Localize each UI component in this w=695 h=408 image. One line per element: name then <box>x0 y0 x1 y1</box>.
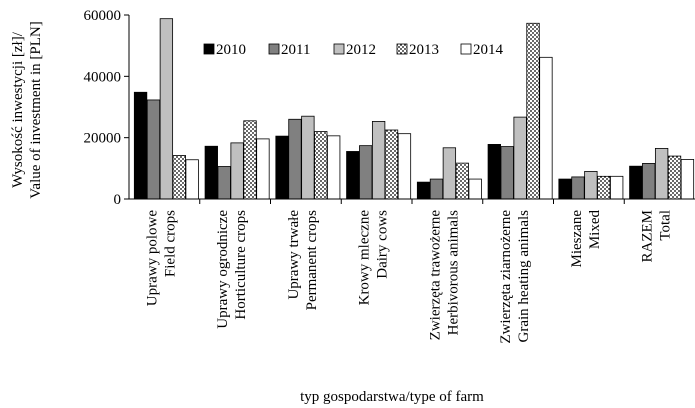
bar-2012-cat-6 <box>513 116 527 200</box>
x-category-label: Permanent crops <box>304 210 320 311</box>
bar-2012-cat-3 <box>301 115 315 200</box>
bar-2012-cat-2 <box>230 142 244 200</box>
bar-2014-cat-3 <box>327 135 341 200</box>
legend-label-2014: 2014 <box>473 42 504 58</box>
bar-2011-cat-1 <box>146 99 161 200</box>
legend-swatch-2011 <box>268 43 280 55</box>
x-axis-labels: Uprawy polowe Field crops Uprawy ogrodnicz… <box>144 210 673 344</box>
y-tick-label: 40000 <box>84 69 122 85</box>
bar-2011-cat-4 <box>359 145 373 200</box>
y-axis-title-line-2: Value of investment in [PLN] <box>28 21 44 198</box>
x-category-label: Horticulture crops <box>233 210 249 320</box>
x-category-label: RAZEM <box>640 210 656 263</box>
x-category-label: Zwierzęta trawożerne <box>427 210 443 341</box>
bar-2011-cat-3 <box>288 118 302 200</box>
bar-2011-cat-8 <box>642 163 656 200</box>
x-category-label: Krowy mleczne <box>357 210 373 306</box>
bar-2010-cat-7 <box>558 178 572 200</box>
bar-2010-cat-2 <box>204 145 218 200</box>
x-category-label: Herbivorous animals <box>445 210 461 336</box>
y-tick-label: 0 <box>114 192 122 208</box>
bar-2013-cat-1 <box>172 155 186 200</box>
x-category-label: Uprawy polowe <box>144 210 160 307</box>
legend-label-2010: 2010 <box>216 42 246 58</box>
bar-2011-cat-6 <box>500 146 514 200</box>
x-category-label: Total <box>658 210 674 241</box>
x-category-label: Uprawy ogrodnicze <box>215 210 231 329</box>
bar-2012-cat-7 <box>584 170 598 200</box>
bar-2013-cat-8 <box>667 155 682 200</box>
legend-label-2011: 2011 <box>281 42 310 58</box>
bar-2010-cat-5 <box>416 181 431 200</box>
legend-label-2013: 2013 <box>409 42 439 58</box>
bar-2014-cat-2 <box>256 138 270 200</box>
bar-2010-cat-8 <box>629 165 643 200</box>
bar-2013-cat-4 <box>384 129 399 200</box>
x-category-label: Field crops <box>162 210 178 277</box>
legend-swatch-2013 <box>396 43 408 55</box>
x-category-label: Grain heating animals <box>516 210 532 343</box>
bar-2014-cat-6 <box>539 56 553 200</box>
legend: 2010 2011 2012 2013 2014 <box>203 42 504 58</box>
bar-2013-cat-7 <box>597 175 611 200</box>
y-axis-title-line-1: Wysokość inwestycji [zł]/ <box>10 31 26 188</box>
bar-2013-cat-2 <box>243 120 257 200</box>
legend-swatch-2014 <box>460 43 472 55</box>
legend-label-2012: 2012 <box>346 42 376 58</box>
x-category-label: Mieszane <box>569 210 585 268</box>
bar-2014-cat-8 <box>680 159 695 200</box>
bar-2011-cat-2 <box>217 166 231 200</box>
x-category-label: Uprawy trwałe <box>286 210 302 300</box>
bar-2010-cat-3 <box>275 135 289 200</box>
axes <box>128 15 695 204</box>
x-category-label: Mixed <box>587 210 603 250</box>
bar-2011-cat-7 <box>571 176 585 200</box>
bar-2010-cat-1 <box>133 91 148 200</box>
bar-2011-cat-5 <box>429 178 444 200</box>
bar-2013-cat-6 <box>526 22 540 200</box>
bar-2010-cat-6 <box>487 144 501 200</box>
x-category-label: Zwierzęta ziarnożerne <box>498 210 514 344</box>
legend-swatch-2010 <box>203 43 215 55</box>
y-tick-label: 20000 <box>84 131 122 147</box>
bar-2012-cat-1 <box>159 18 174 200</box>
x-axis-title: typ gospodarstwa/type of farm <box>300 389 484 405</box>
y-tick-label: 60000 <box>84 8 122 24</box>
legend-swatch-2012 <box>333 43 345 55</box>
bar-2012-cat-4 <box>371 121 386 200</box>
x-category-label: Dairy cows <box>375 210 391 279</box>
bar-2012-cat-8 <box>654 147 669 200</box>
y-axis-ticks: 0 20000 40000 60000 <box>84 8 129 208</box>
y-axis-title: Wysokość inwestycji [zł]/Value of invest… <box>10 21 44 198</box>
bar-2014-cat-5 <box>468 178 482 200</box>
bar-2014-cat-4 <box>397 133 412 200</box>
bar-2013-cat-3 <box>314 131 328 200</box>
bar-2014-cat-1 <box>185 159 199 200</box>
bar-2010-cat-4 <box>346 151 360 200</box>
bars <box>133 18 695 200</box>
bar-2012-cat-5 <box>442 147 457 200</box>
bar-2014-cat-7 <box>610 175 624 200</box>
bar-2013-cat-5 <box>455 162 469 200</box>
